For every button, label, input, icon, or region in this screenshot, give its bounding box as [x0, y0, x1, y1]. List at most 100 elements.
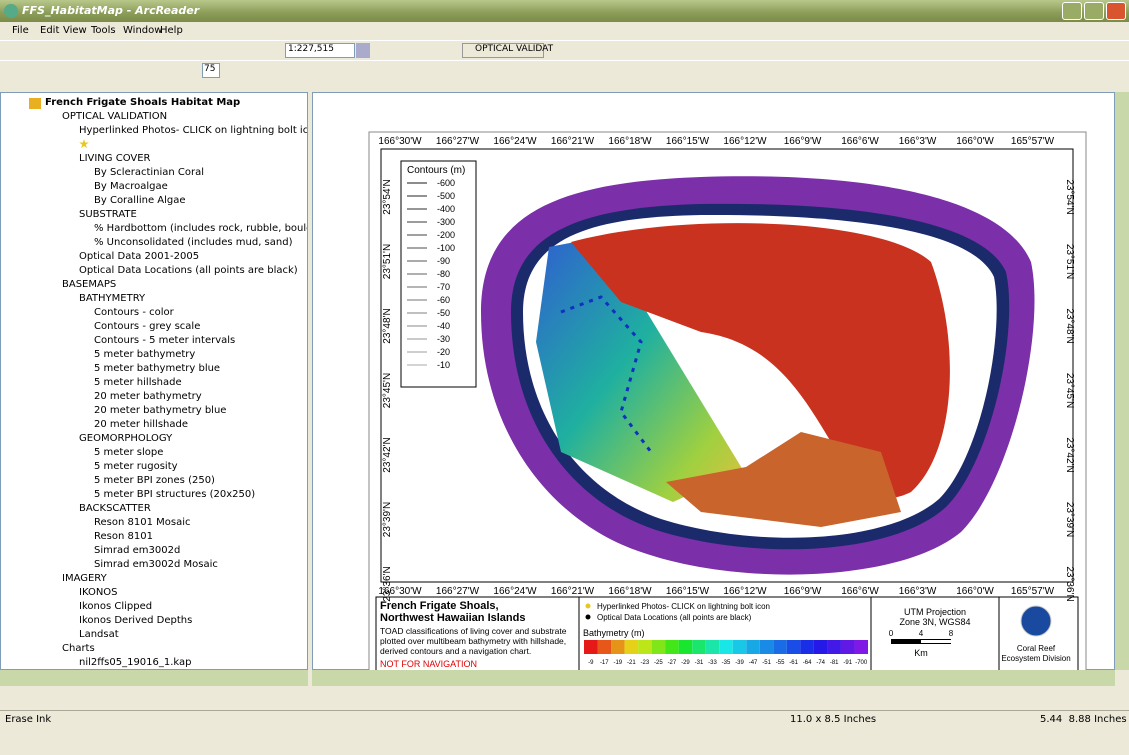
layer-label: 5 meter bathymetry: [94, 349, 195, 360]
lon-label: 166°9'W: [784, 586, 822, 597]
layer-dropdown[interactable]: OPTICAL VALIDAT: [462, 43, 544, 58]
layer-label: Ikonos Derived Depths: [79, 615, 192, 626]
layer-label: 5 meter hillshade: [94, 377, 182, 388]
menu-item[interactable]: Edit: [40, 25, 59, 36]
map-scrollbar[interactable]: [312, 670, 1115, 686]
bathymetry-label: -39: [735, 660, 744, 666]
bathymetry-swatch: [760, 640, 774, 654]
toolbar: 75: [0, 60, 1129, 80]
contour-value: -20: [437, 347, 450, 357]
map-layout: 166°30'W166°30'W166°27'W166°27'W166°24'W…: [313, 104, 1114, 680]
bathymetry-label: -9: [588, 660, 594, 666]
legend-label: Optical Data Locations (all points are b…: [597, 613, 752, 622]
scale-dropdown[interactable]: [356, 43, 370, 58]
toc-scrollbar[interactable]: [0, 670, 308, 686]
footer-title: French Frigate Shoals,: [380, 600, 499, 612]
close-button[interactable]: [1106, 2, 1126, 20]
layer-label: Reson 8101 Mosaic: [94, 517, 190, 528]
layer-label: % Hardbottom (includes rock, rubble, bou…: [94, 223, 308, 234]
layer-label: 5 meter BPI zones (250): [94, 475, 215, 486]
lon-label: 166°30'W: [378, 136, 422, 147]
maximize-button[interactable]: [1084, 2, 1104, 20]
status-message: Erase Ink: [5, 714, 51, 725]
footer-warning: NOT FOR NAVIGATION: [380, 659, 477, 669]
menu-bar: File Edit View Tools WindowHelp: [0, 22, 1129, 40]
bathymetry-label: -19: [613, 660, 622, 666]
layer-label: IMAGERY: [62, 573, 107, 584]
layer-label: BACKSCATTER: [79, 503, 151, 514]
bathymetry-label: -27: [668, 660, 677, 666]
bathymetry-swatch: [854, 640, 868, 654]
scale-label: 8: [949, 629, 954, 638]
lat-label: 23°48'N: [1064, 308, 1075, 343]
bathymetry-swatch: [679, 640, 693, 654]
layer-label: Optical Data 2001-2005: [79, 251, 199, 262]
menu-item[interactable]: Window: [123, 25, 162, 36]
legend-label: Hyperlinked Photos- CLICK on lightning b…: [597, 602, 770, 611]
layer-label: nil2ffs05_19016_1.kap: [79, 657, 192, 668]
contour-value: -80: [437, 269, 450, 279]
minimize-button[interactable]: [1062, 2, 1082, 20]
lat-label: 23°48'N: [382, 308, 393, 343]
lon-label: 166°3'W: [899, 136, 937, 147]
lat-label: 23°51'N: [1064, 244, 1075, 279]
projection: Zone 3N, WGS84: [899, 617, 970, 627]
vertical-scrollbar[interactable]: [1115, 92, 1129, 670]
lat-label: 23°39'N: [382, 502, 393, 537]
bathymetry-label: -64: [803, 660, 812, 666]
bathymetry-swatch: [611, 640, 625, 654]
lon-label: 166°15'W: [666, 136, 710, 147]
bathymetry-swatch: [719, 640, 733, 654]
menu-item[interactable]: File: [12, 25, 29, 36]
bathymetry-label: -700: [855, 660, 868, 666]
title-bar: FFS_HabitatMap - ArcReader: [0, 0, 1129, 22]
window-title: FFS_HabitatMap - ArcReader: [22, 4, 199, 17]
bathymetry-swatch: [733, 640, 747, 654]
star-symbol: [79, 139, 89, 149]
lon-label: 166°3'W: [899, 586, 937, 597]
layer-label: 20 meter hillshade: [94, 419, 188, 430]
bathymetry-label: -23: [641, 660, 650, 666]
scale-box[interactable]: 1:227,515: [285, 43, 355, 58]
bathymetry-swatch: [746, 640, 760, 654]
legend-symbol: [586, 604, 591, 609]
bathymetry-swatch: [773, 640, 787, 654]
lat-label: 23°51'N: [382, 244, 393, 279]
layer-label: 20 meter bathymetry blue: [94, 405, 226, 416]
layer-label: Hyperlinked Photos- CLICK on lightning b…: [79, 125, 308, 136]
layer-label: 5 meter bathymetry blue: [94, 363, 220, 374]
bathymetry-swatch: [584, 640, 598, 654]
layer-label: BASEMAPS: [62, 279, 116, 290]
menu-item[interactable]: Help: [160, 25, 183, 36]
scale-unit: Km: [914, 648, 928, 658]
layer-label: Contours - 5 meter intervals: [94, 335, 235, 346]
menu-item[interactable]: Tools: [91, 25, 116, 36]
layer-label: 5 meter slope: [94, 447, 163, 458]
organization: Ecosystem Division: [1001, 654, 1070, 663]
projection: UTM Projection: [904, 607, 966, 617]
zoom-box[interactable]: 75: [202, 63, 220, 78]
lon-label: 166°15'W: [666, 586, 710, 597]
bathymetry-swatch: [814, 640, 828, 654]
layer-label: Contours - grey scale: [94, 321, 200, 332]
lat-label: 23°42'N: [382, 437, 393, 472]
bathymetry-label: -47: [749, 660, 758, 666]
contour-value: -90: [437, 256, 450, 266]
menu-item[interactable]: View: [63, 25, 87, 36]
contour-value: -70: [437, 282, 450, 292]
bathymetry-label: -31: [695, 660, 704, 666]
layer-label: LIVING COVER: [79, 153, 151, 164]
lat-label: 23°54'N: [1064, 179, 1075, 214]
bathymetry-label: -74: [816, 660, 825, 666]
footer-description: derived contours and a navigation chart.: [380, 646, 531, 656]
layer-label: Simrad em3002d Mosaic: [94, 559, 218, 570]
bathymetry-title: Bathymetry (m): [583, 628, 645, 638]
bathymetry-swatch: [787, 640, 801, 654]
lon-label: 166°0'W: [956, 136, 994, 147]
layer-label: Contours - color: [94, 307, 174, 318]
bathymetry-label: -21: [627, 660, 636, 666]
bathymetry-swatch: [652, 640, 666, 654]
footer-title: Northwest Hawaiian Islands: [380, 612, 525, 624]
bathymetry-label: -81: [830, 660, 839, 666]
